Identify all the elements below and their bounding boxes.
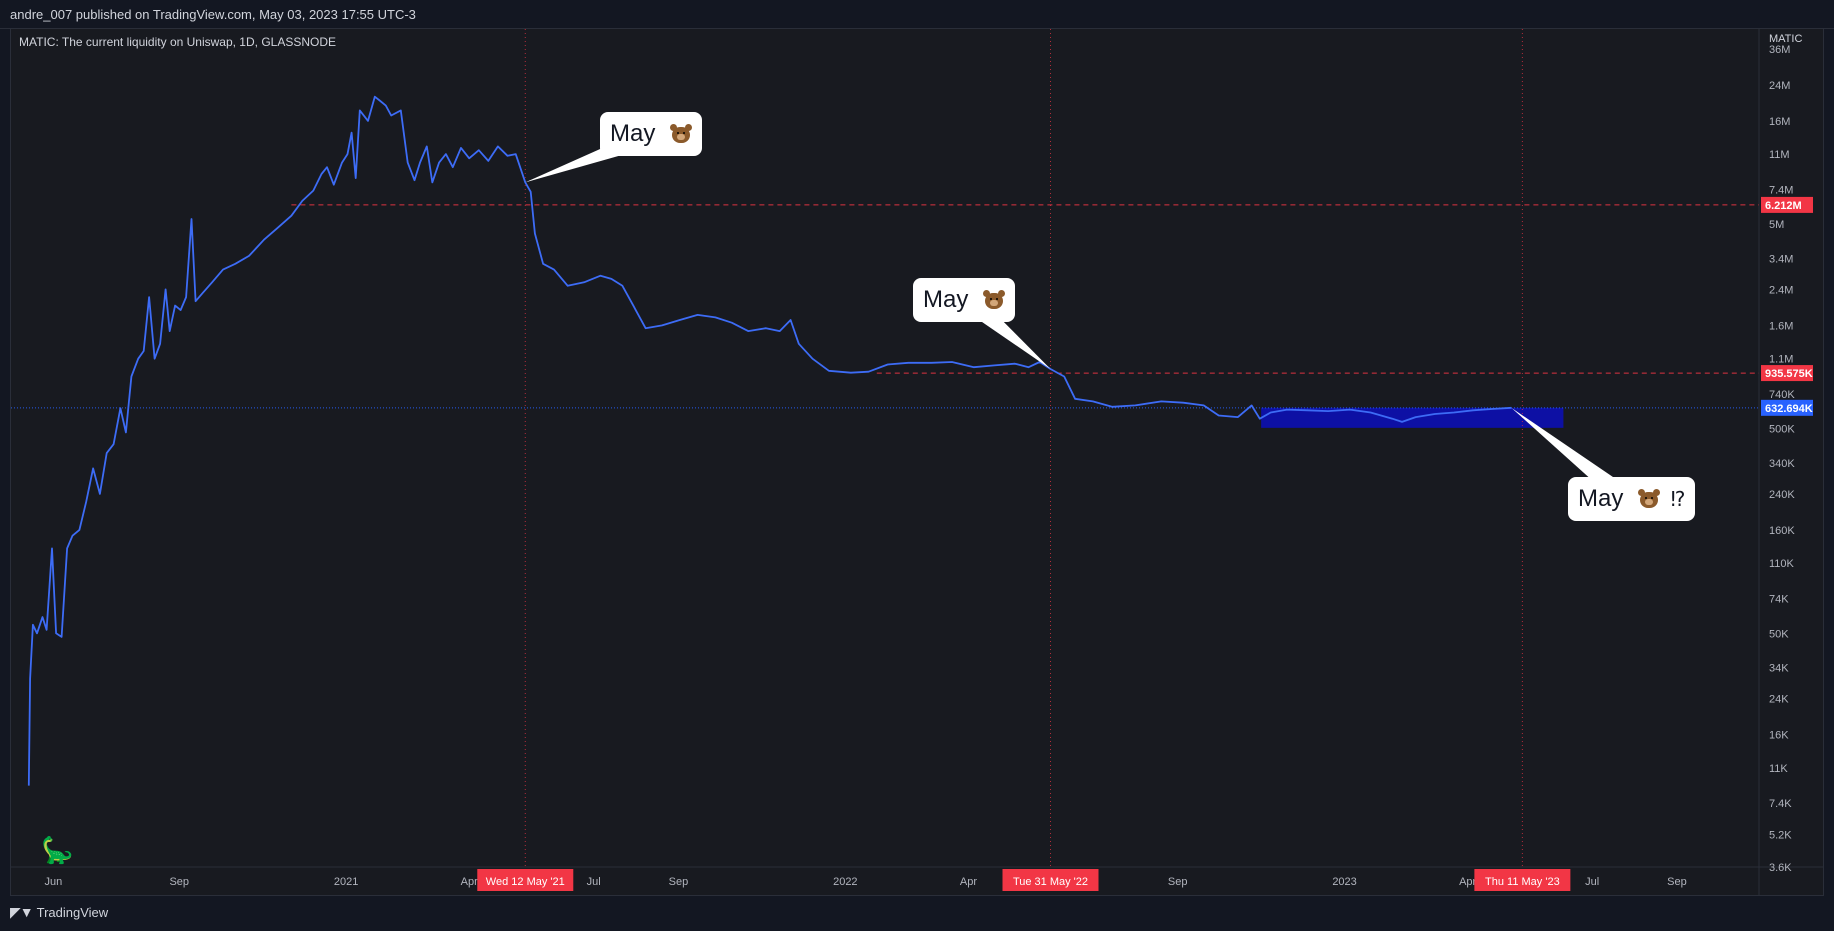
x-tick-label: 2023 bbox=[1332, 876, 1356, 888]
tradingview-logo[interactable]: ◤▼ TradingView bbox=[10, 904, 108, 921]
date-label: Wed 12 May '21 bbox=[486, 876, 565, 888]
y-tick-label: 160K bbox=[1769, 525, 1795, 537]
y-tick-label: 36M bbox=[1769, 44, 1790, 56]
y-axis-title: MATIC bbox=[1769, 33, 1802, 45]
x-tick-label: Jul bbox=[1585, 876, 1599, 888]
y-tick-label: 240K bbox=[1769, 489, 1795, 501]
y-tick-label: 110K bbox=[1769, 558, 1795, 570]
legend-title: MATIC: The current liquidity on Uniswap,… bbox=[19, 35, 336, 49]
callout-text: May bbox=[923, 286, 969, 313]
date-label-bg bbox=[477, 869, 574, 891]
callout-suffix: ⁉ bbox=[1670, 489, 1686, 511]
y-tick-label: 16K bbox=[1769, 729, 1789, 741]
y-tick-label: 7.4K bbox=[1769, 798, 1792, 810]
bear-icon bbox=[1638, 489, 1661, 509]
y-tick-label: 11K bbox=[1769, 763, 1788, 775]
callout-may-2021[interactable]: May bbox=[600, 112, 703, 156]
y-tick-label: 11M bbox=[1769, 149, 1790, 161]
y-tick-label: 5M bbox=[1769, 219, 1784, 231]
footer-bar bbox=[0, 896, 1834, 931]
price-label: 632.694K bbox=[1765, 403, 1813, 415]
y-tick-label: 24M bbox=[1769, 80, 1790, 92]
price-label: 935.575K bbox=[1765, 368, 1813, 380]
x-tick-label: Apr bbox=[461, 876, 478, 888]
date-label-bg bbox=[1474, 869, 1571, 891]
callout-may-2023[interactable]: May ⁉ bbox=[1568, 477, 1696, 521]
y-tick-label: 16M bbox=[1769, 116, 1790, 128]
y-tick-label: 500K bbox=[1769, 424, 1795, 436]
y-tick-label: 7.4M bbox=[1769, 184, 1793, 196]
y-tick-label: 2.4M bbox=[1769, 284, 1793, 296]
x-tick-label: Jul bbox=[587, 876, 601, 888]
x-tick-label: Jun bbox=[45, 876, 63, 888]
y-tick-label: 740K bbox=[1769, 389, 1795, 401]
tradingview-mark-icon: ◤▼ bbox=[10, 904, 34, 920]
x-tick-label: Apr bbox=[1459, 876, 1476, 888]
y-tick-label: 3.6K bbox=[1769, 862, 1792, 874]
chart-panel[interactable]: MATIC: The current liquidity on Uniswap,… bbox=[10, 28, 1824, 896]
y-tick-label: 5.2K bbox=[1769, 829, 1792, 841]
bear-icon bbox=[670, 124, 693, 144]
callout-text: May bbox=[610, 120, 656, 147]
price-label-bg bbox=[1761, 365, 1813, 382]
x-tick-label: Sep bbox=[169, 876, 189, 888]
y-tick-label: 74K bbox=[1769, 593, 1789, 605]
dinosaur-icon: 🦕 bbox=[41, 835, 73, 866]
price-label-bg bbox=[1761, 399, 1813, 416]
chart-svg[interactable]: MATIC: The current liquidity on Uniswap,… bbox=[11, 29, 1823, 895]
series-line bbox=[27, 95, 1512, 786]
x-tick-label: Sep bbox=[1168, 876, 1188, 888]
y-tick-label: 50K bbox=[1769, 628, 1789, 640]
x-tick-label: Apr bbox=[960, 876, 977, 888]
x-tick-label: 2021 bbox=[334, 876, 358, 888]
x-tick-label: 2022 bbox=[833, 876, 857, 888]
tradingview-brand: TradingView bbox=[36, 905, 109, 920]
publish-info: andre_007 published on TradingView.com, … bbox=[10, 7, 416, 22]
date-label-bg bbox=[1002, 869, 1099, 891]
date-label: Thu 11 May '23 bbox=[1485, 876, 1560, 888]
x-tick-label: Sep bbox=[1667, 876, 1687, 888]
callout-text: May bbox=[1578, 485, 1624, 512]
y-tick-label: 34K bbox=[1769, 663, 1789, 675]
y-tick-label: 3.4M bbox=[1769, 253, 1793, 265]
price-label: 6.212M bbox=[1765, 200, 1802, 212]
callout-may-2022[interactable]: May bbox=[913, 278, 1016, 322]
date-label: Tue 31 May '22 bbox=[1013, 876, 1088, 888]
y-tick-label: 1.1M bbox=[1769, 354, 1793, 366]
x-tick-label: Sep bbox=[669, 876, 689, 888]
y-tick-label: 340K bbox=[1769, 458, 1795, 470]
bear-icon bbox=[983, 290, 1006, 310]
y-tick-label: 1.6M bbox=[1769, 320, 1793, 332]
price-label-bg bbox=[1761, 196, 1813, 213]
y-tick-label: 24K bbox=[1769, 693, 1789, 705]
publish-bar: andre_007 published on TradingView.com, … bbox=[0, 0, 1834, 29]
